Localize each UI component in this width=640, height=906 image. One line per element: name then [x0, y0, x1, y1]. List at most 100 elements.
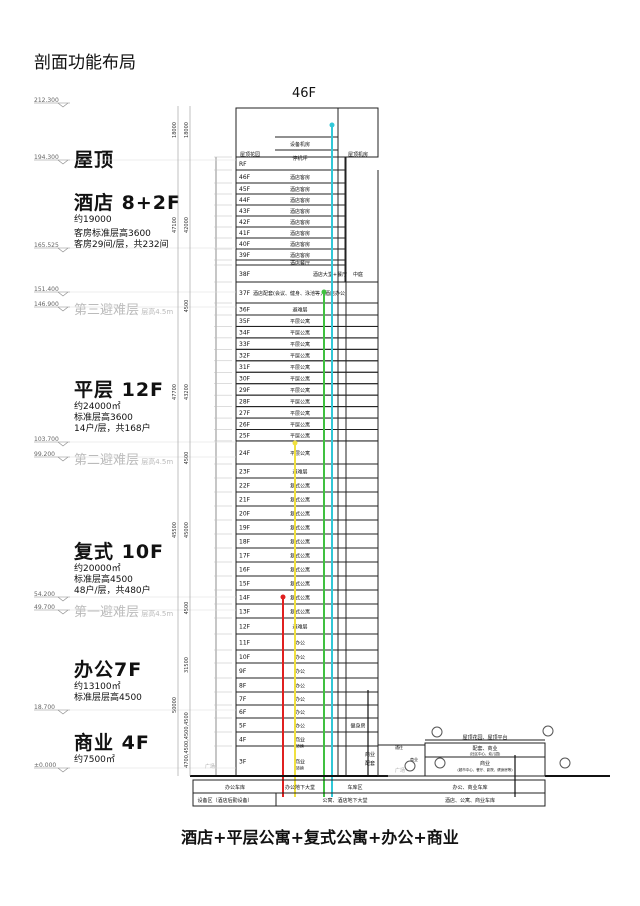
elevation-value: 99.200 — [34, 451, 55, 458]
elevation-triangle-icon — [57, 441, 69, 447]
basement-label: 办公地下大堂 — [285, 784, 315, 791]
floor-use: 酒店客房 — [290, 186, 310, 193]
zone-detail: 约7500㎡ — [74, 755, 115, 765]
floor-use: 办公 — [295, 683, 305, 690]
basement-label: 酒店、公寓、商业车库 — [445, 797, 495, 804]
elevation-value: 194.300 — [34, 154, 59, 161]
floor-use: 复式公寓 — [290, 525, 310, 532]
floor-number: 27F — [239, 410, 251, 417]
floor-number: 36F — [239, 307, 251, 314]
podium-upper-label: 配套、商业 — [472, 745, 497, 752]
floor-11F — [235, 633, 379, 651]
floor-number: 25F — [239, 433, 251, 440]
caption: 酒店+平层公寓+复式公寓+办公+商业 — [181, 828, 459, 847]
floor-number: 38F — [239, 271, 251, 278]
elevation-triangle-icon — [57, 247, 69, 253]
zone-label: 复式 10F 约20000㎡ 标准层高4500 48户/层，共480户 — [74, 537, 164, 597]
core-top-dot — [292, 440, 298, 446]
floor-use: 办公 — [295, 696, 305, 703]
elevation-value: 146.900 — [34, 301, 59, 308]
floor-number: 19F — [239, 525, 251, 532]
roof-mid-label: 设备机房 — [290, 141, 310, 148]
page-title: 剖面功能布局 — [34, 53, 136, 73]
floor-number: 37F — [239, 290, 251, 297]
floor-number: 29F — [239, 387, 251, 394]
floor-use: 酒店客房 — [290, 241, 310, 248]
floor-RF — [235, 156, 346, 171]
roof-mid-label-2: 停机坪 — [292, 155, 307, 162]
floor-use: 平层公寓 — [290, 341, 310, 348]
refuge-note: 层高4.5m — [139, 308, 174, 316]
podium-label: 商业 — [410, 756, 418, 762]
basement-label: 车库区 — [347, 784, 362, 791]
floor-number: 17F — [239, 553, 251, 560]
core-top-dot — [280, 594, 286, 600]
floor-number: 12F — [239, 624, 251, 631]
dimension-value: 45500 — [172, 522, 178, 538]
floor-number: 14F — [239, 595, 251, 602]
plaza-label: 广场 — [395, 767, 405, 774]
floor-use: 平层公寓 — [290, 375, 310, 382]
dimension-value: 4500 — [184, 300, 190, 313]
elevation-triangle-icon — [57, 306, 69, 312]
floor-number: 40F — [239, 241, 251, 248]
floor-use: 平层公寓 — [290, 318, 310, 325]
floor-use: 酒店客房 — [290, 219, 310, 226]
floor-use: 平层公寓 — [290, 410, 310, 417]
floor-number: 20F — [239, 511, 251, 518]
zone-detail: 14户/层，共168户 — [74, 424, 151, 434]
roof-right-label: 屋顶机房 — [348, 151, 368, 158]
podium-upper-sub: (社区中心、幼儿园) — [470, 751, 501, 756]
zone-detail: 48户/层，共480户 — [74, 586, 151, 596]
zone-detail: 标准层高4500 — [74, 575, 133, 585]
refuge-name: 第一避难层 — [74, 605, 140, 620]
core-top-dot — [329, 122, 335, 128]
floor-3F — [235, 745, 379, 777]
floor-9F — [235, 662, 379, 679]
zone-label: 商业 4F 约7500㎡ — [74, 728, 150, 766]
floor-number: 18F — [239, 539, 251, 546]
basement-row-1 — [192, 779, 546, 794]
dimension-value: 4700,4500,4500,4500 — [184, 712, 190, 768]
floor-use: 酒店客房 — [290, 197, 310, 204]
floor-use: 复式公寓 — [290, 483, 310, 490]
zone-label: 酒店 8+2F 约19000 客房标准层高3600 客房29间/层，共232间 — [74, 188, 181, 251]
floor-number: 22F — [239, 483, 251, 490]
floor-number: 31F — [239, 364, 251, 371]
zone-detail: 客房29间/层，共232间 — [74, 240, 169, 250]
plaza-label: 广场 — [205, 763, 215, 770]
floor-extra: 中庭 — [353, 271, 363, 278]
floor-number: 39F — [239, 252, 251, 259]
floor-number: 15F — [239, 581, 251, 588]
floor-number: 44F — [239, 197, 251, 204]
floor-use: 复式公寓 — [290, 581, 310, 588]
zone-detail: 约24000㎡ — [74, 402, 121, 412]
floor-number: 8F — [239, 683, 247, 690]
basement-label: 办公、商业车库 — [452, 784, 487, 791]
floor-number: RF — [239, 161, 247, 168]
podium-label: 商业 — [365, 751, 375, 758]
elevation-value: 54.200 — [34, 591, 55, 598]
floor-use: 商业 — [295, 759, 305, 766]
floor-number: 28F — [239, 398, 251, 405]
floor-number: 30F — [239, 375, 251, 382]
elevation-triangle-icon — [57, 159, 69, 165]
floor-use: 酒店餐厅 — [290, 260, 310, 267]
elevation-value: 212.300 — [34, 97, 59, 104]
dimension-value: 42000 — [184, 217, 190, 233]
floor-number: 4F — [239, 737, 247, 744]
floor-use: 办公 — [295, 709, 305, 716]
zone-detail: 约13100㎡ — [74, 682, 121, 692]
elevation-triangle-icon — [57, 456, 69, 462]
floor-number: 23F — [239, 469, 251, 476]
zone-detail: 标准层层高4500 — [74, 693, 142, 703]
floor-use: 办公 — [295, 723, 305, 730]
elevation-value: 151.400 — [34, 286, 59, 293]
refuge-floor-label: 第一避难层 层高4.5m — [74, 601, 173, 620]
tree-icon — [431, 726, 443, 738]
floor-number: 34F — [239, 330, 251, 337]
floor-6F — [235, 704, 379, 719]
floor-number: 7F — [239, 696, 247, 703]
elevation-value: 165.525 — [34, 242, 59, 249]
